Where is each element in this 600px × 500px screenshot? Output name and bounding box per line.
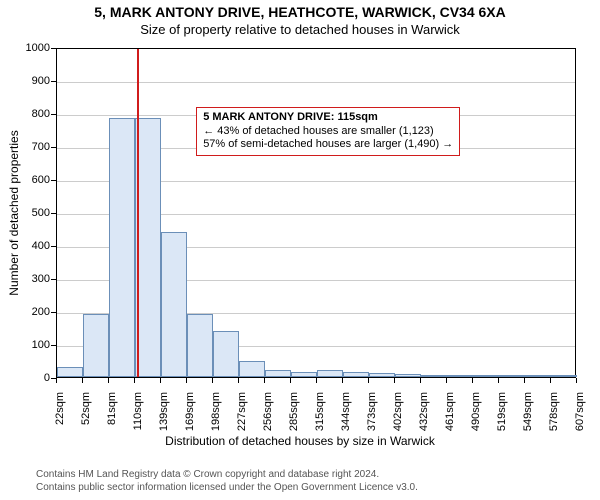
histogram-bar bbox=[343, 372, 369, 377]
property-marker-line bbox=[137, 49, 139, 377]
x-tick-label: 256sqm bbox=[262, 392, 274, 431]
x-tick-mark bbox=[498, 378, 499, 383]
chart-title-sub: Size of property relative to detached ho… bbox=[0, 22, 600, 37]
footer-line-1: Contains HM Land Registry data © Crown c… bbox=[36, 468, 600, 481]
x-axis-label: Distribution of detached houses by size … bbox=[0, 434, 600, 448]
x-tick-mark bbox=[290, 378, 291, 383]
y-tick-label: 200 bbox=[22, 306, 50, 318]
histogram-bar bbox=[187, 314, 213, 377]
histogram-bar bbox=[83, 314, 109, 377]
y-tick-mark bbox=[51, 312, 56, 313]
y-tick-mark bbox=[51, 81, 56, 82]
x-tick-label: 169sqm bbox=[184, 392, 196, 431]
footer-line-2: Contains public sector information licen… bbox=[36, 481, 600, 494]
y-tick-label: 100 bbox=[22, 339, 50, 351]
x-tick-label: 519sqm bbox=[496, 392, 508, 431]
x-tick-label: 227sqm bbox=[236, 392, 248, 431]
y-tick-label: 600 bbox=[22, 174, 50, 186]
x-tick-label: 578sqm bbox=[548, 392, 560, 431]
x-tick-label: 344sqm bbox=[340, 392, 352, 431]
x-tick-label: 315sqm bbox=[314, 392, 326, 431]
histogram-bar bbox=[161, 232, 187, 377]
histogram-bar bbox=[395, 374, 421, 377]
x-tick-label: 285sqm bbox=[288, 392, 300, 431]
histogram-bar bbox=[369, 373, 395, 377]
y-tick-label: 700 bbox=[22, 141, 50, 153]
x-tick-label: 110sqm bbox=[132, 392, 144, 430]
x-tick-label: 549sqm bbox=[522, 392, 534, 431]
x-tick-mark bbox=[446, 378, 447, 383]
x-tick-label: 432sqm bbox=[418, 392, 430, 431]
x-tick-mark bbox=[56, 378, 57, 383]
annotation-line: ← 43% of detached houses are smaller (1,… bbox=[203, 125, 453, 139]
x-tick-mark bbox=[238, 378, 239, 383]
x-tick-mark bbox=[342, 378, 343, 383]
y-tick-label: 400 bbox=[22, 240, 50, 252]
y-axis-label: Number of detached properties bbox=[7, 130, 21, 295]
y-tick-mark bbox=[51, 147, 56, 148]
x-tick-mark bbox=[108, 378, 109, 383]
x-tick-mark bbox=[420, 378, 421, 383]
x-tick-label: 461sqm bbox=[444, 392, 456, 431]
histogram-bar bbox=[135, 118, 161, 377]
x-tick-mark bbox=[550, 378, 551, 383]
histogram-bar bbox=[447, 375, 473, 377]
histogram-bar bbox=[473, 375, 499, 377]
x-tick-mark bbox=[472, 378, 473, 383]
histogram-bar bbox=[499, 375, 525, 377]
x-tick-mark bbox=[212, 378, 213, 383]
y-tick-label: 500 bbox=[22, 207, 50, 219]
x-tick-mark bbox=[316, 378, 317, 383]
x-tick-label: 490sqm bbox=[470, 392, 482, 431]
histogram-bar bbox=[109, 118, 135, 377]
histogram-bar bbox=[239, 361, 265, 378]
x-tick-mark bbox=[82, 378, 83, 383]
annotation-line: 57% of semi-detached houses are larger (… bbox=[203, 138, 453, 152]
x-tick-label: 198sqm bbox=[210, 392, 222, 431]
y-tick-mark bbox=[51, 246, 56, 247]
x-tick-label: 81sqm bbox=[106, 392, 118, 425]
x-tick-mark bbox=[394, 378, 395, 383]
y-tick-mark bbox=[51, 48, 56, 49]
y-tick-label: 900 bbox=[22, 75, 50, 87]
y-tick-mark bbox=[51, 213, 56, 214]
y-tick-label: 1000 bbox=[22, 42, 50, 54]
footer-attribution: Contains HM Land Registry data © Crown c… bbox=[0, 468, 600, 494]
x-tick-label: 607sqm bbox=[574, 392, 586, 431]
y-tick-label: 0 bbox=[22, 372, 50, 384]
histogram-bar bbox=[525, 375, 551, 377]
y-tick-mark bbox=[51, 114, 56, 115]
histogram-bar bbox=[551, 375, 577, 377]
x-tick-label: 139sqm bbox=[158, 392, 170, 431]
x-tick-label: 52sqm bbox=[80, 392, 92, 425]
chart-title-main: 5, MARK ANTONY DRIVE, HEATHCOTE, WARWICK… bbox=[0, 4, 600, 20]
y-tick-mark bbox=[51, 279, 56, 280]
y-tick-mark bbox=[51, 345, 56, 346]
y-tick-label: 800 bbox=[22, 108, 50, 120]
histogram-bar bbox=[317, 370, 343, 377]
histogram-bar bbox=[57, 367, 83, 377]
x-tick-label: 22sqm bbox=[54, 392, 66, 425]
annotation-box: 5 MARK ANTONY DRIVE: 115sqm← 43% of deta… bbox=[196, 107, 460, 156]
histogram-bar bbox=[265, 370, 291, 377]
x-tick-label: 402sqm bbox=[392, 392, 404, 431]
x-tick-mark bbox=[160, 378, 161, 383]
histogram-plot-area: 5 MARK ANTONY DRIVE: 115sqm← 43% of deta… bbox=[56, 48, 576, 378]
x-tick-mark bbox=[186, 378, 187, 383]
annotation-line: 5 MARK ANTONY DRIVE: 115sqm bbox=[203, 111, 453, 125]
histogram-bar bbox=[421, 375, 447, 377]
x-tick-mark bbox=[576, 378, 577, 383]
gridline-h bbox=[57, 82, 575, 83]
x-tick-mark bbox=[134, 378, 135, 383]
histogram-bar bbox=[213, 331, 239, 377]
x-tick-mark bbox=[524, 378, 525, 383]
x-tick-label: 373sqm bbox=[366, 392, 378, 431]
y-tick-mark bbox=[51, 180, 56, 181]
x-tick-mark bbox=[264, 378, 265, 383]
y-tick-label: 300 bbox=[22, 273, 50, 285]
histogram-bar bbox=[291, 372, 317, 377]
x-tick-mark bbox=[368, 378, 369, 383]
